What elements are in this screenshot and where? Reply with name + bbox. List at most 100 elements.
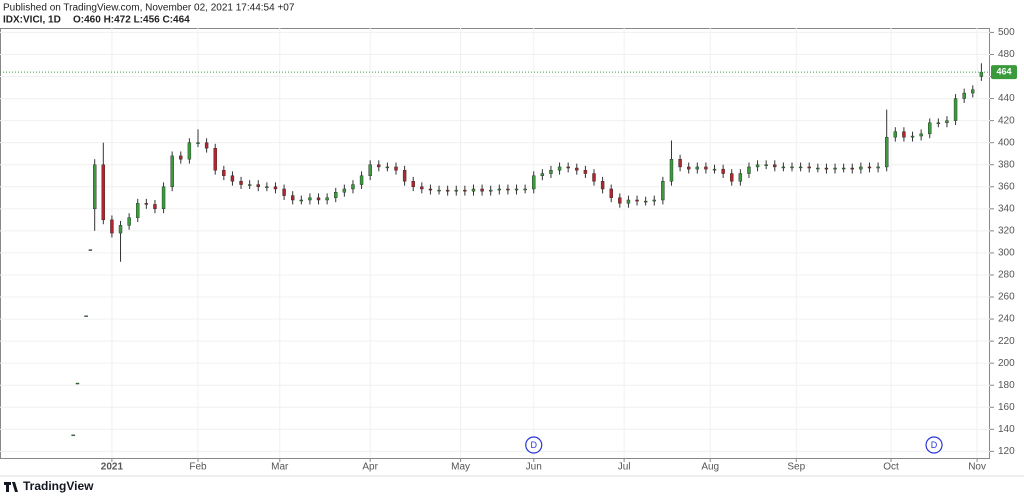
candle-body	[575, 167, 579, 171]
candle-body	[213, 147, 217, 171]
candle-body	[273, 186, 278, 190]
y-tick-label: 340	[998, 203, 1015, 214]
candle-body	[75, 382, 80, 385]
x-tick-label: May	[451, 462, 470, 473]
y-tick-label: 200	[998, 358, 1015, 369]
logo	[4, 482, 18, 492]
candle-body	[979, 71, 984, 77]
candle-body	[971, 89, 975, 94]
x-tick-label: Apr	[362, 462, 378, 473]
brand: TradingView	[23, 479, 94, 493]
candle-body	[377, 164, 381, 168]
candle-body	[730, 173, 734, 182]
candle-body	[566, 166, 570, 169]
candle-body	[506, 188, 510, 191]
candle-body	[428, 188, 433, 191]
candle-body	[437, 189, 441, 192]
candle-body	[928, 122, 932, 135]
candle-body	[265, 186, 269, 188]
candle-body	[859, 166, 863, 170]
candle-body	[798, 166, 803, 169]
candle-body	[454, 189, 458, 192]
candle-body	[204, 142, 209, 149]
candle-body	[953, 98, 958, 121]
candle-body	[557, 166, 562, 171]
candle-body	[497, 188, 502, 191]
x-tick-label: Oct	[883, 462, 899, 473]
candle-body	[88, 249, 93, 251]
candle-body	[919, 133, 923, 137]
candle-body	[299, 199, 304, 202]
candle-body	[945, 120, 949, 124]
y-tick-label: 380	[998, 159, 1015, 170]
candle-body	[282, 188, 286, 196]
candle-body	[144, 203, 149, 205]
x-tick-label: Sep	[787, 462, 805, 473]
candle-body	[187, 142, 192, 160]
candle-body	[962, 92, 966, 99]
x-tick-label: Mar	[271, 462, 289, 473]
candle-body	[222, 170, 226, 176]
candle-body	[402, 170, 407, 182]
candle-body	[445, 189, 450, 192]
candle-body	[230, 175, 235, 182]
candle-body	[84, 315, 88, 317]
candle-body	[618, 197, 622, 204]
candle-body	[652, 199, 656, 202]
candle-body	[773, 164, 777, 168]
candle-body	[678, 159, 682, 168]
candle-body	[841, 167, 846, 170]
candle-body	[411, 181, 415, 187]
candle-body	[308, 197, 312, 201]
candle-body	[480, 188, 484, 192]
y-tick-label: 360	[998, 181, 1015, 192]
candle-body	[884, 136, 889, 168]
candle-body	[661, 181, 665, 201]
y-tick-label: 280	[998, 270, 1015, 281]
y-tick-label: 440	[998, 93, 1015, 104]
event-label: D	[530, 440, 537, 450]
candle-body	[833, 167, 837, 170]
candle-body	[850, 167, 854, 170]
x-tick-label: Jul	[618, 462, 631, 473]
candle-body	[592, 173, 596, 182]
candle-body	[359, 175, 364, 185]
x-tick-label: Aug	[701, 462, 719, 473]
candle-body	[290, 195, 295, 201]
y-tick-label: 120	[998, 446, 1015, 457]
candle-body	[161, 186, 166, 210]
candle-body	[127, 217, 131, 226]
x-tick-label: 2021	[101, 462, 124, 473]
y-tick-label: 500	[998, 27, 1015, 38]
candle-body	[471, 188, 476, 192]
candle-body	[196, 142, 200, 144]
candle-body	[635, 199, 639, 202]
candle-body	[807, 166, 811, 169]
candle-body	[420, 186, 424, 190]
candle-body	[136, 203, 140, 218]
x-tick-label: Nov	[968, 462, 986, 473]
plot-frame	[0, 28, 990, 459]
candle-body	[704, 166, 708, 170]
candle-body	[368, 164, 372, 176]
candle-body	[170, 155, 174, 187]
candle-body	[609, 188, 613, 198]
candle-body	[514, 188, 519, 191]
y-tick-label: 320	[998, 226, 1015, 237]
published-note: Published on TradingView.com, November 0…	[3, 3, 295, 14]
candle-body	[247, 184, 252, 186]
ohlc-legend: O:460 H:472 L:456 C:464	[73, 15, 190, 26]
candle-body	[686, 166, 691, 170]
x-tick-label: Jun	[526, 462, 542, 473]
y-tick-label: 420	[998, 115, 1015, 126]
candle-body	[523, 188, 527, 191]
y-tick-label: 400	[998, 137, 1015, 148]
candle-body	[600, 181, 605, 190]
candle-body	[153, 204, 157, 210]
candle-body	[738, 173, 743, 182]
candle-body	[824, 167, 829, 170]
candle-body	[239, 181, 243, 185]
candle-body	[764, 164, 768, 166]
candle-body	[721, 168, 725, 174]
